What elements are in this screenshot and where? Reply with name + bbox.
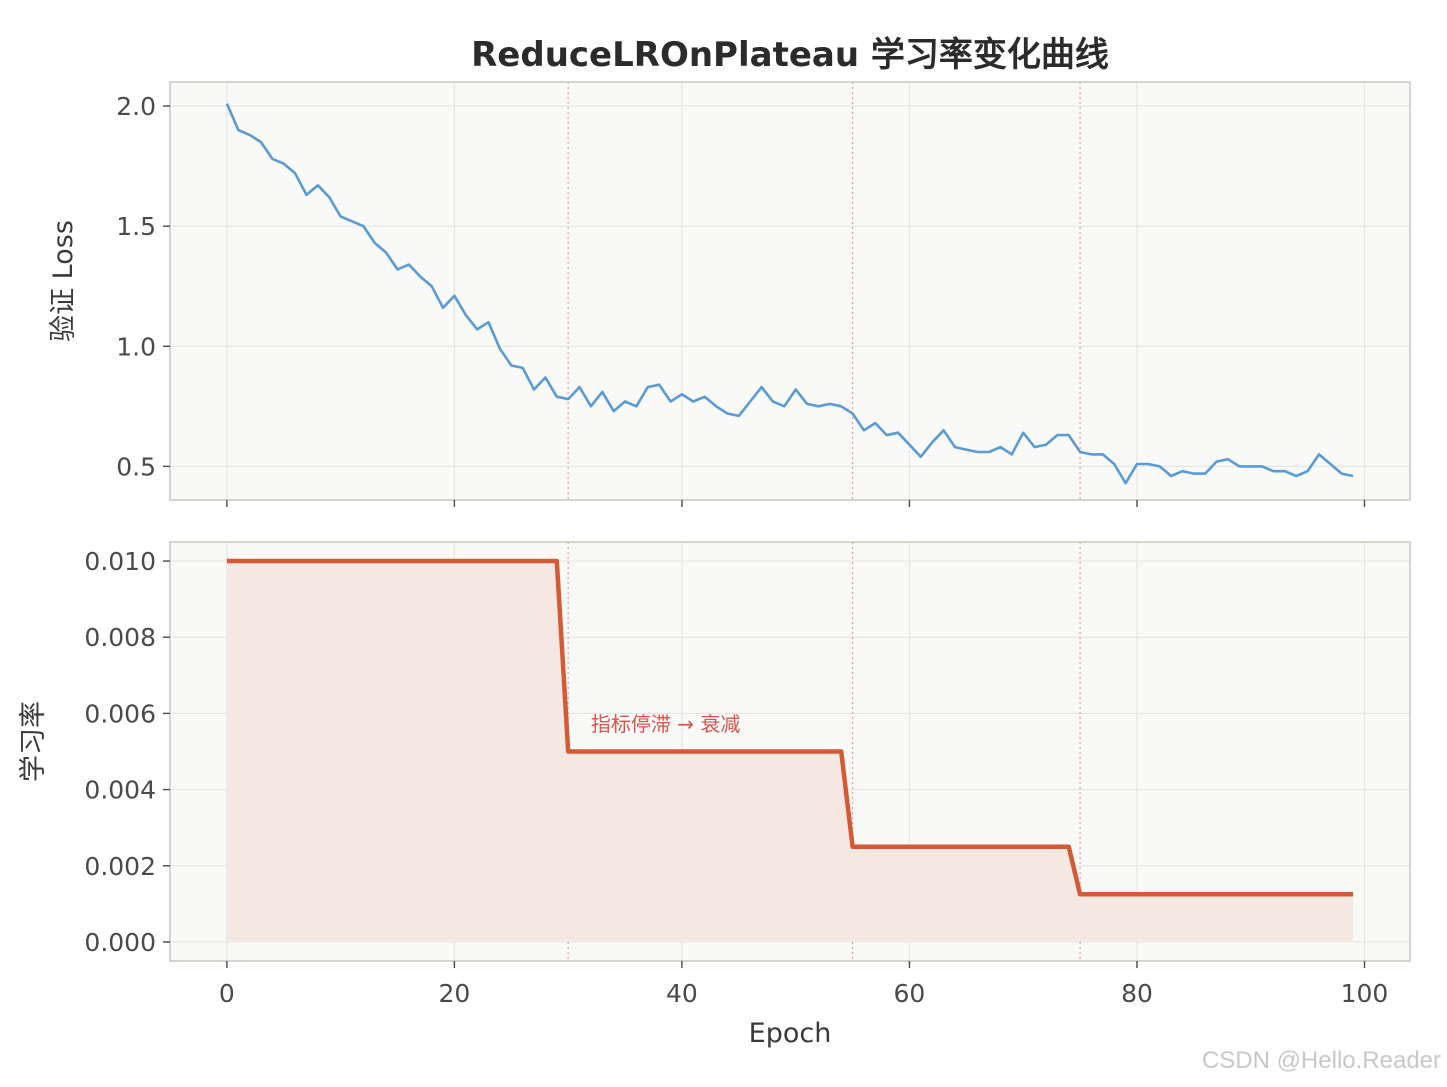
- chart-title: ReduceLROnPlateau 学习率变化曲线: [471, 35, 1109, 75]
- y-tick-label: 1.5: [116, 212, 156, 241]
- y-tick-label: 1.0: [116, 332, 156, 361]
- x-tick-label: 0: [219, 979, 235, 1008]
- y-tick-label: 0.002: [84, 852, 156, 881]
- y-tick-label: 0.004: [84, 776, 156, 805]
- x-tick-label: 60: [894, 979, 926, 1008]
- y-tick-label: 2.0: [116, 92, 156, 121]
- loss-subplot: 0.5 1.0 1.5 2.0 验证 Loss: [48, 81, 1411, 507]
- x-tick-label: 100: [1341, 979, 1389, 1008]
- y-tick-label: 0.010: [84, 547, 156, 576]
- y-tick-label: 0.000: [84, 928, 156, 957]
- watermark: CSDN @Hello.Reader: [1201, 1047, 1441, 1074]
- plot-area: [170, 82, 1410, 500]
- lr-series-line: [226, 558, 1354, 897]
- lr-subplot: 指标停滞 → 衰减 0.000 0.002 0.004 0.006 0.008 0.010 0…: [18, 541, 1411, 1008]
- x-tick-label: 80: [1121, 979, 1153, 1008]
- plot-frame: [169, 541, 1411, 962]
- lr-y-axis-label: 学习率: [18, 701, 49, 782]
- loss-y-axis-label: 验证 Loss: [48, 220, 79, 342]
- y-tick-label: 0.5: [116, 452, 156, 481]
- plot-frame: [169, 81, 1411, 501]
- y-tick-label: 0.008: [84, 623, 156, 652]
- x-tick-label: 20: [438, 979, 470, 1008]
- x-axis-label: Epoch: [749, 1018, 832, 1049]
- y-tick-label: 0.006: [84, 699, 156, 728]
- loss-series-line: [225, 103, 1354, 485]
- annotation-text: 指标停滞 → 衰减: [591, 712, 740, 736]
- x-tick-label: 40: [666, 979, 698, 1008]
